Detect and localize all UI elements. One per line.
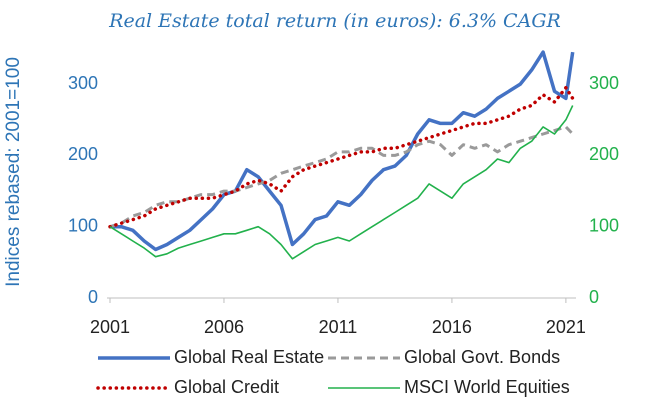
legend-label: Global Real Estate: [174, 347, 324, 367]
y-tick-label: 0: [88, 287, 98, 307]
series-line: [109, 105, 574, 260]
series-line: [110, 50, 575, 252]
y2-tick-label: 300: [589, 73, 619, 93]
chart-title: Real Estate total return (in euros): 6.3…: [108, 10, 561, 32]
legend-label: Global Govt. Bonds: [404, 347, 560, 367]
y-axis-label: Indices rebased: 2001=100: [3, 57, 24, 287]
x-tick-label: 2006: [204, 317, 244, 337]
x-tick-label: 2016: [432, 317, 472, 337]
series-line: [109, 125, 574, 229]
y2-tick-label: 200: [589, 144, 619, 164]
y-tick-label: 200: [68, 144, 98, 164]
series-line: [108, 85, 575, 229]
y-tick-label: 300: [68, 73, 98, 93]
x-tick-label: 2001: [90, 317, 130, 337]
y-tick-label: 100: [68, 215, 98, 235]
x-tick-label: 2011: [319, 317, 358, 337]
x-tick-label: 2021: [546, 317, 586, 337]
legend-label: MSCI World Equities: [404, 377, 570, 397]
y2-tick-label: 100: [589, 215, 619, 235]
legend-label: Global Credit: [174, 377, 279, 397]
y2-tick-label: 0: [589, 287, 599, 307]
